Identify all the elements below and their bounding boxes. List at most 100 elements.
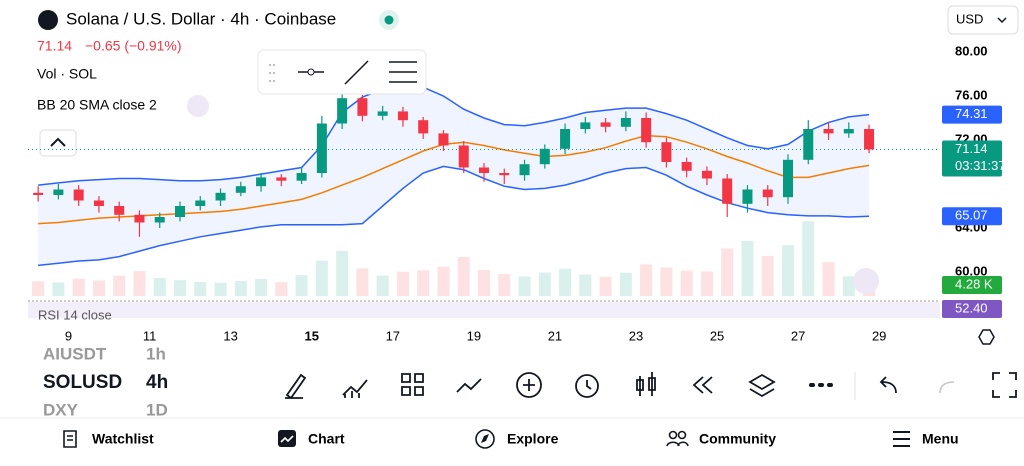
x-tick-label: 17 — [386, 328, 400, 343]
candle-body — [783, 159, 793, 198]
tool-draw[interactable] — [285, 373, 307, 400]
volume-bar — [721, 248, 734, 296]
volume-bar — [133, 271, 146, 296]
volume-bar — [518, 276, 531, 296]
symbol[interactable]: SOLUSD — [43, 372, 122, 393]
candle-body — [701, 170, 712, 179]
fib-tool[interactable] — [389, 61, 417, 83]
candle-body — [296, 173, 307, 181]
volume-bar — [417, 270, 430, 296]
undo[interactable] — [879, 376, 897, 394]
volume-bar — [457, 257, 470, 296]
price: 71.14 — [37, 38, 72, 54]
interval[interactable]: 1D — [146, 400, 168, 419]
drawing-toolbar — [257, 49, 427, 95]
candle-body — [519, 164, 530, 176]
volume-bar — [52, 282, 65, 296]
x-tick-label: 19 — [467, 328, 481, 343]
nav-item[interactable]: Explore — [507, 431, 559, 447]
candle-body — [803, 129, 814, 160]
tool-replay[interactable] — [692, 376, 713, 394]
candle-body — [276, 177, 287, 181]
trend-tool[interactable] — [344, 60, 369, 85]
redo[interactable] — [939, 381, 955, 394]
candle-body — [154, 217, 165, 223]
candle-body — [438, 133, 449, 146]
candle-body — [661, 142, 672, 162]
x-tick-label: 15 — [304, 328, 318, 343]
tool-indicators[interactable] — [342, 379, 368, 398]
volume-bar — [640, 264, 653, 296]
toolbar — [285, 372, 1017, 400]
upper-band — [38, 84, 870, 186]
volume-bar — [295, 275, 308, 296]
interval[interactable]: 4h — [146, 372, 168, 393]
x-tick-label: 21 — [548, 328, 562, 343]
tool-chart-type[interactable] — [636, 372, 656, 396]
tool-alert[interactable] — [575, 374, 599, 398]
candle-body — [864, 129, 875, 150]
volume-bar — [437, 266, 450, 296]
collapse[interactable] — [39, 129, 77, 157]
chevron — [50, 137, 66, 147]
vol-legend: Vol · SOL — [37, 66, 97, 82]
symbol[interactable]: AIUSDT — [43, 344, 107, 363]
nav-icon-line — [280, 435, 294, 443]
caret — [997, 17, 1007, 24]
candle-body — [235, 186, 246, 193]
indicator-icon[interactable] — [187, 95, 209, 117]
nav-item[interactable]: Menu — [922, 431, 959, 447]
volume-bar — [822, 262, 835, 296]
upper-label: 74.31 — [955, 106, 988, 121]
countdown: 03:31:37 — [955, 158, 1006, 173]
symbol[interactable]: DXY — [43, 400, 79, 419]
nav-item[interactable]: Chart — [308, 431, 345, 447]
volume-bar — [478, 270, 490, 296]
x-tick-label: 13 — [223, 328, 237, 343]
candle-body — [357, 98, 368, 116]
nav-icon — [475, 429, 495, 449]
volume-bar — [660, 267, 673, 296]
assistant[interactable] — [853, 268, 879, 294]
tool-add[interactable] — [516, 372, 542, 398]
volume-bar — [356, 268, 369, 296]
candle-body — [175, 206, 185, 217]
y-tick-label: 60.00 — [955, 263, 988, 278]
volume-bar — [700, 271, 713, 296]
candle-body — [337, 98, 348, 124]
volume-bar — [275, 282, 288, 296]
clock-hands — [586, 380, 592, 390]
volume-bar — [741, 240, 754, 296]
price-label-box — [942, 140, 1002, 177]
title: Solana / U.S. Dollar · 4h · Coinbase — [66, 9, 336, 28]
candle-body — [762, 189, 773, 198]
volume-bar — [802, 221, 815, 296]
volume-bar — [498, 273, 511, 296]
tool-objects[interactable] — [748, 373, 776, 398]
candle-body — [499, 173, 510, 176]
currency-select[interactable] — [947, 5, 1019, 35]
candle-body — [823, 129, 834, 134]
settings[interactable] — [978, 329, 995, 345]
candle-body — [479, 167, 489, 173]
x-tick-label: 29 — [872, 328, 886, 343]
candle-body — [316, 123, 327, 173]
volume-label: 4.28 K — [955, 276, 993, 291]
tool-compare[interactable] — [456, 378, 482, 393]
volume-bar — [376, 275, 389, 296]
nav-item[interactable]: Community — [699, 431, 776, 447]
interval[interactable]: 1h — [146, 344, 166, 363]
volume-bar — [315, 260, 328, 296]
lower-label-box — [942, 207, 1002, 226]
candle-body — [93, 200, 104, 206]
logo — [38, 10, 58, 30]
tool-layouts[interactable] — [401, 373, 424, 396]
hline-dot — [307, 68, 315, 76]
fullscreen[interactable] — [992, 372, 1017, 398]
candle-body — [73, 189, 84, 201]
rsi-label: 52.40 — [955, 300, 988, 315]
x-tick-label: 25 — [710, 328, 724, 343]
plot — [28, 82, 940, 296]
nav-item[interactable]: Watchlist — [92, 431, 154, 447]
